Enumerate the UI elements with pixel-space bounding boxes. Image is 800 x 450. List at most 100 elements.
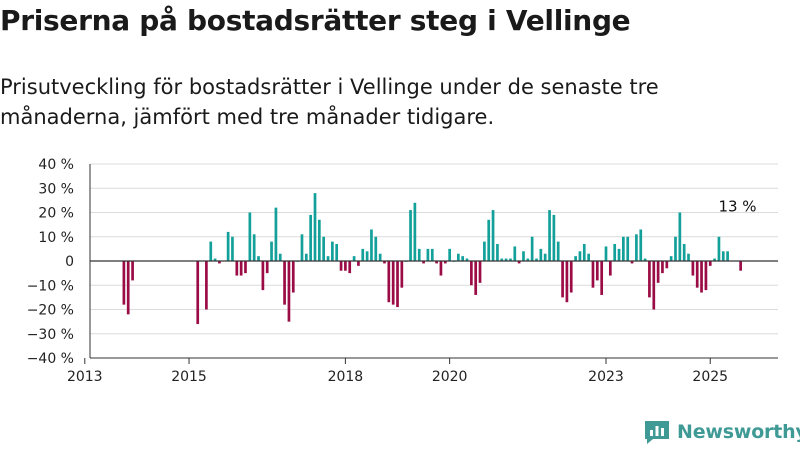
bar [517,261,521,264]
bar [700,261,703,293]
bar [656,261,660,283]
x-tick-label: 2018 [328,369,364,385]
bar [448,248,451,261]
x-tick-label: 2023 [588,369,624,385]
y-tick-label: 40 % [38,157,74,173]
bar [569,261,573,293]
bar [213,258,217,261]
bar [535,258,538,261]
bar [383,261,386,264]
bar [300,234,304,261]
bar [391,261,395,305]
bar [400,261,404,288]
bar [622,236,625,261]
bar [504,258,508,261]
bar [587,253,590,261]
bar [496,244,499,261]
bar [717,236,721,261]
bar [539,248,543,261]
bar [339,261,343,271]
bar [357,261,360,266]
bar [708,261,712,266]
bar [522,251,525,261]
bar [591,261,595,288]
bar [409,210,412,261]
bar [669,256,673,261]
bar [313,193,317,261]
y-tick-label: −10 % [27,278,74,294]
bar [443,261,447,264]
bar [474,261,478,295]
bar [639,229,643,261]
bar [695,261,699,288]
bar [278,253,282,261]
y-tick-label: −20 % [27,303,74,319]
bar [604,246,608,261]
bar [565,261,569,303]
y-tick-label: 20 % [38,206,74,222]
bar [361,248,365,261]
y-tick-label: 0 [65,254,74,270]
bar [274,207,278,261]
bar [617,248,621,261]
bar [378,253,382,261]
bar [218,261,221,264]
bar [226,231,230,261]
chart-subtitle: Prisutveckling för bostadsrätter i Velli… [0,75,659,129]
bar [643,258,647,261]
bar [687,253,690,261]
bar [578,251,582,261]
bar [682,244,686,261]
bar [582,244,586,261]
bars [122,193,742,325]
bar [435,261,438,264]
bar [317,219,321,261]
bar [252,234,256,261]
bar [652,261,656,310]
axes [84,164,778,364]
bar [648,261,651,298]
bar [239,261,243,276]
y-tick-label: 30 % [38,181,74,197]
bar [635,234,638,261]
bar [265,261,269,274]
tick-labels: 40 % 30 % 20 % 10 % 0 −10 % −20 % −30 % −40 % 201… [27,157,757,385]
bar [465,258,469,261]
y-tick-label: 10 % [38,230,74,246]
y-tick-label: −30 % [27,327,74,343]
bar [600,261,604,295]
bar [365,251,369,261]
latest-value-annotation: 13 % [718,197,756,215]
bar [270,241,273,261]
y-tick-label: −40 % [27,351,74,367]
x-tick-label: 2013 [67,369,103,385]
bar [487,219,491,261]
bar [513,246,517,261]
bar [665,261,669,269]
bar [526,258,530,261]
bar [122,261,126,305]
bar [561,261,564,298]
newsworthy-logo: Newsworthy [643,419,800,445]
newsworthy-logo-text: Newsworthy [677,421,800,443]
bar [322,236,326,261]
bar [574,256,577,261]
bar [548,210,551,261]
bar [235,261,239,276]
bar [678,212,682,261]
bar [370,229,373,261]
bar [713,258,716,261]
bar [704,261,708,291]
bar [209,241,213,261]
bar [344,261,347,271]
bar [739,261,742,271]
bar [595,261,599,281]
bar [543,253,547,261]
bar [304,253,308,261]
bar [630,261,634,264]
bar [257,256,260,261]
bar [326,256,330,261]
bar [374,236,378,261]
bar [231,236,234,261]
